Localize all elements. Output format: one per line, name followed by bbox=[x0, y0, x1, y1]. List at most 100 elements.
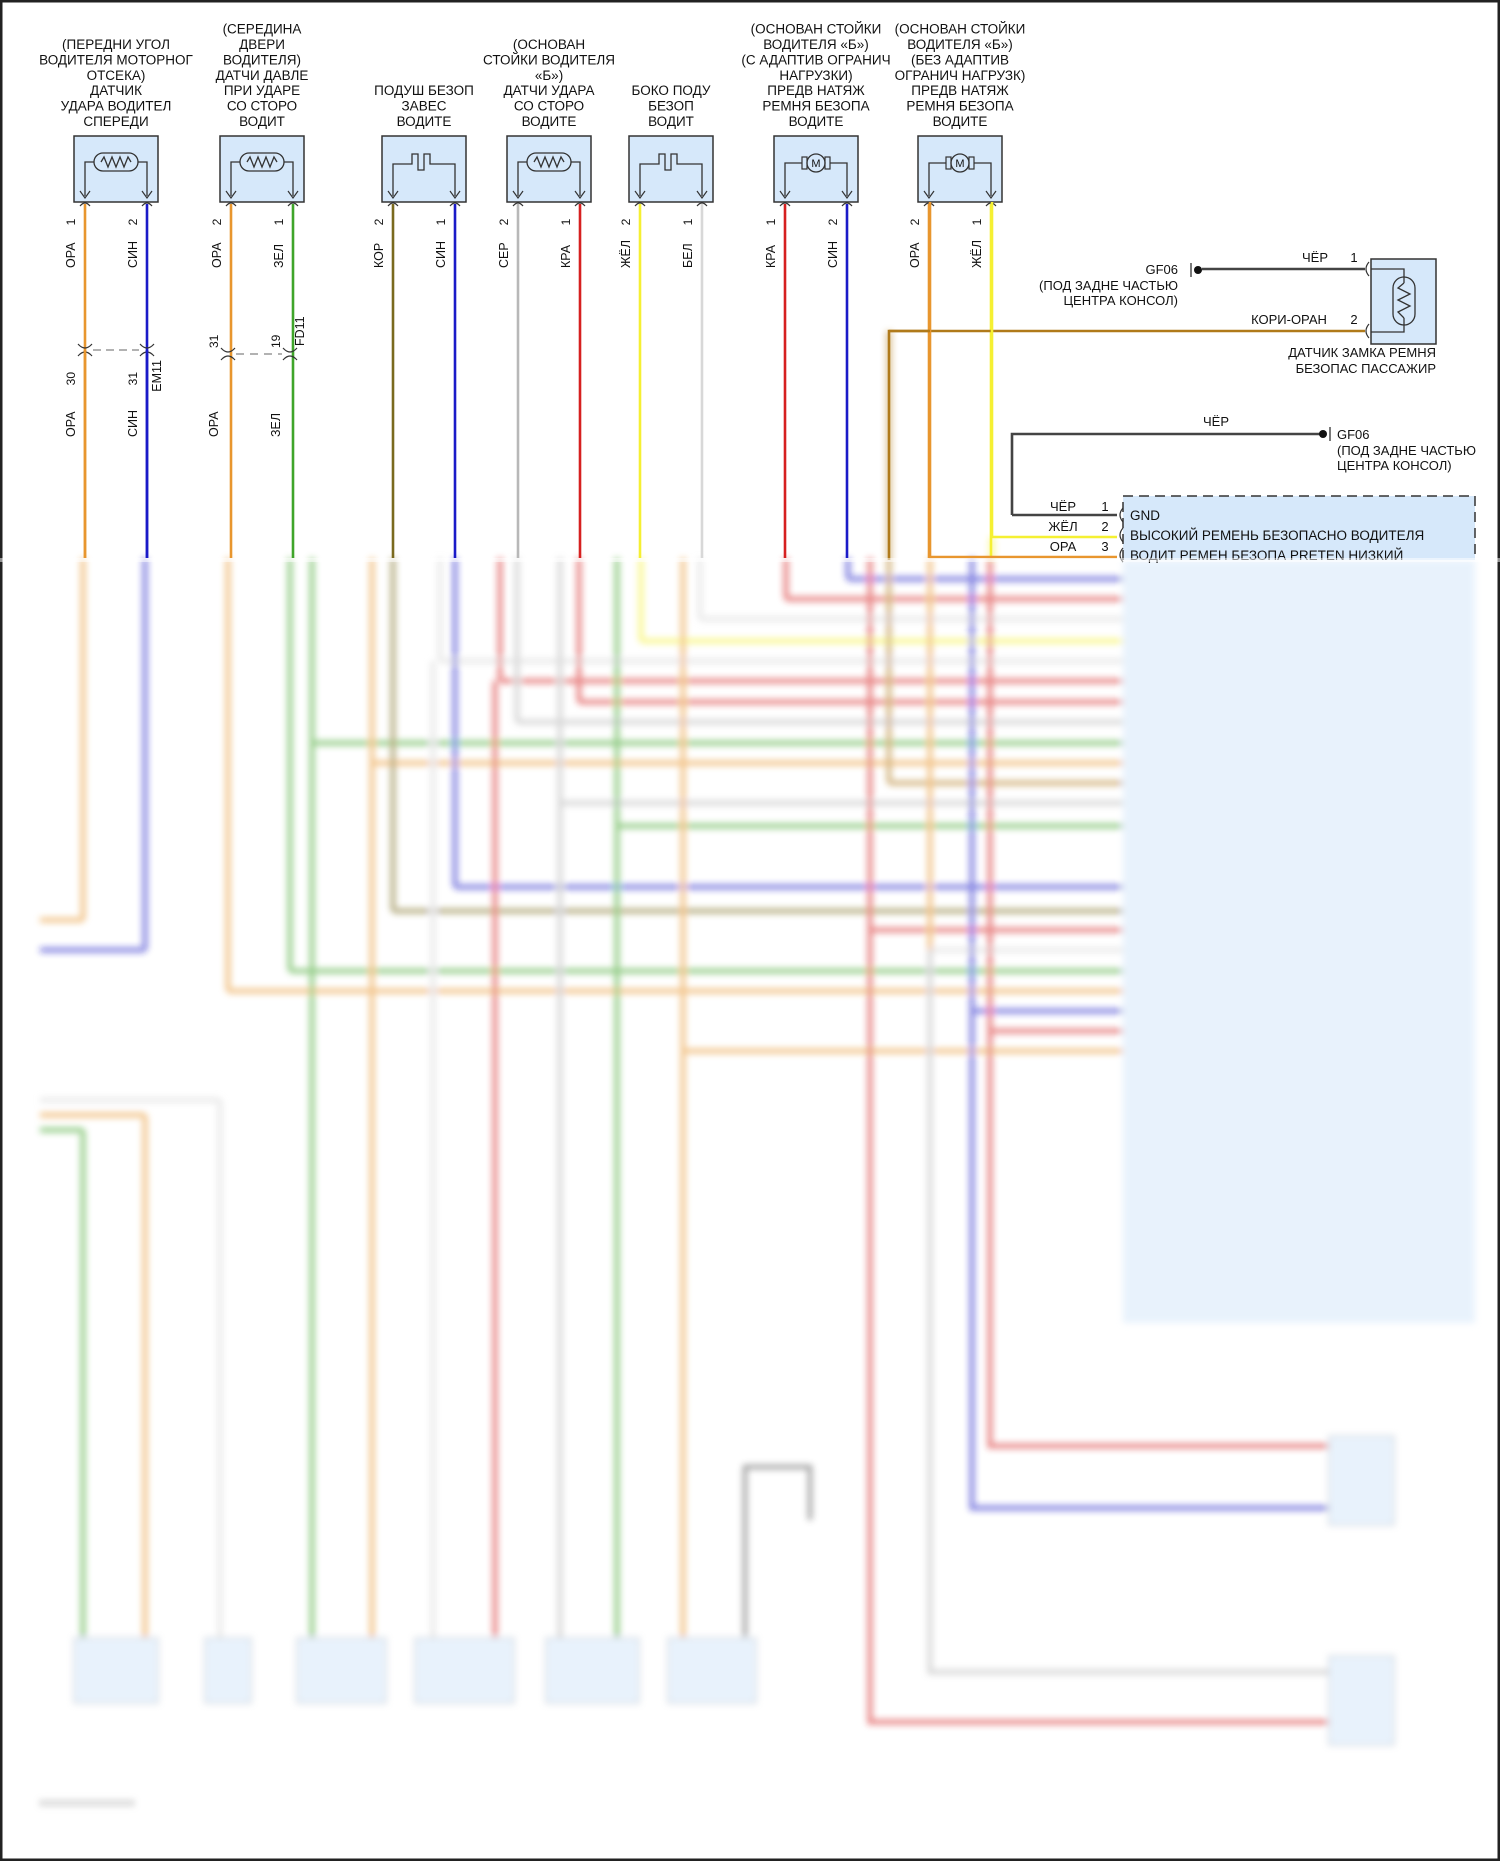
resistor-icon bbox=[225, 152, 299, 200]
pin-number: 31 bbox=[207, 334, 221, 348]
wire-color-label: СИН bbox=[434, 241, 448, 268]
connector-pin-icon bbox=[449, 202, 461, 207]
ground-icon bbox=[1194, 266, 1202, 274]
footer-blurred bbox=[40, 1800, 44, 1806]
wire-blurred bbox=[743, 1465, 812, 1640]
wire-color-label: КОР bbox=[372, 243, 386, 268]
resistor-icon bbox=[512, 152, 586, 200]
connector-pin-icon bbox=[1119, 527, 1124, 543]
wire-color-label: ЖЁЛ bbox=[1048, 519, 1077, 534]
arrow-icon bbox=[779, 190, 791, 200]
pin-number: 3 bbox=[1101, 539, 1108, 554]
component-title-line: ВОДИТЕЛЯ «Б») bbox=[907, 37, 1013, 52]
motor-letter: M bbox=[811, 158, 820, 170]
pin-number: 30 bbox=[64, 372, 78, 386]
footer-blurred bbox=[118, 1800, 122, 1806]
connector-pin-icon bbox=[141, 202, 153, 207]
footer-blurred bbox=[64, 1800, 68, 1806]
lead bbox=[830, 162, 848, 196]
pin-number: 1 bbox=[970, 218, 984, 225]
component-title-line: (ОСНОВАН СТОЙКИ bbox=[751, 22, 882, 37]
pin-number: 1 bbox=[1350, 250, 1357, 265]
component-box bbox=[506, 135, 592, 203]
footer-blurred bbox=[58, 1800, 62, 1806]
ground-location: ЦЕНТРА КОНСОЛ) bbox=[1063, 293, 1178, 308]
arrow-icon bbox=[985, 190, 997, 200]
arrow-icon bbox=[225, 190, 237, 200]
wire-color-label: ЖЁЛ bbox=[970, 240, 984, 268]
connector-pin-icon bbox=[79, 202, 91, 207]
component-title-line: ОТСЕКА) bbox=[87, 68, 146, 83]
component-title-line: ВОДИТЕ bbox=[522, 114, 577, 129]
component-title-line: ПРИ УДАРЕ bbox=[224, 83, 300, 98]
connector-pin-icon bbox=[220, 347, 236, 361]
wire-color-label: ОРА bbox=[210, 242, 224, 268]
connector-pin-icon bbox=[696, 202, 708, 207]
pin-number: 2 bbox=[126, 218, 140, 225]
squib-lead bbox=[639, 153, 703, 196]
wire-color-label: СЕР bbox=[497, 242, 511, 268]
component-title-line: ДАТЧИ УДАРА bbox=[503, 83, 594, 98]
lead bbox=[230, 161, 240, 196]
connector-id: FD11 bbox=[293, 316, 307, 346]
motor-icon: M bbox=[779, 153, 853, 200]
wire-color-label: СИН bbox=[826, 241, 840, 268]
wire-blurred bbox=[987, 1031, 1329, 1449]
component-box bbox=[219, 135, 305, 203]
pin-number: 2 bbox=[372, 218, 386, 225]
control-module-body-blurred bbox=[1123, 560, 1475, 1323]
footer-blurred bbox=[70, 1800, 74, 1806]
component-title-line: ПРЕДВ НАТЯЖ bbox=[767, 83, 865, 98]
component-blurred bbox=[296, 1637, 387, 1704]
pin-number: 19 bbox=[269, 334, 283, 348]
ground-label: GF06 bbox=[1145, 262, 1178, 277]
resistor-zigzag bbox=[100, 155, 132, 169]
component-box bbox=[73, 135, 159, 203]
arrow-icon bbox=[79, 190, 91, 200]
connector-pin-icon bbox=[225, 202, 237, 207]
wire-color-label: ЗЕЛ bbox=[269, 413, 283, 437]
wire-color-label: ОРА bbox=[64, 242, 78, 268]
component-title-line: СО СТОРО bbox=[227, 99, 297, 114]
footer-blurred bbox=[100, 1800, 104, 1806]
component-title-line: ОГРАНИЧ НАГРУЗК) bbox=[895, 68, 1026, 83]
resistor-icon bbox=[79, 152, 153, 200]
wire-color-label: ЧЁР bbox=[1050, 499, 1076, 514]
connector-pin-icon bbox=[1365, 323, 1370, 339]
inline-connector-FD11: 31 ОРА 19 ЗЕЛ FD11 bbox=[207, 316, 307, 437]
wire-ОРА bbox=[928, 202, 1117, 559]
component-blurred bbox=[73, 1637, 159, 1704]
lead bbox=[571, 161, 581, 196]
wire-ЖЁЛ bbox=[990, 202, 1117, 539]
component-title-line: (ПЕРЕДНИ УГОЛ bbox=[62, 37, 170, 52]
ground-location: ЦЕНТРА КОНСОЛ) bbox=[1337, 458, 1452, 473]
component-blurred bbox=[545, 1637, 640, 1704]
component-title-line: ЗАВЕС bbox=[402, 99, 447, 114]
connector-pin-icon bbox=[287, 202, 299, 207]
footer-blurred bbox=[88, 1800, 92, 1806]
ground-icon bbox=[1319, 430, 1327, 438]
arrow-icon bbox=[574, 190, 586, 200]
inline-connector-EM11: 30 ОРА 31 СИН EM11 bbox=[64, 343, 164, 437]
connector-pin-icon bbox=[282, 347, 298, 361]
connector-id: EM11 bbox=[150, 360, 164, 392]
pin-number: 2 bbox=[1350, 312, 1357, 327]
component-title-line: НАГРУЗКИ) bbox=[779, 68, 852, 83]
arrow-icon bbox=[449, 190, 461, 200]
pin-number: 1 bbox=[764, 218, 778, 225]
component-blurred bbox=[414, 1637, 515, 1704]
component-title-line: (С АДАПТИВ ОГРАНИЧ bbox=[741, 52, 890, 67]
component-blurred bbox=[667, 1637, 757, 1704]
blurred-section bbox=[40, 331, 1475, 1806]
ground-label: GF06 bbox=[1337, 427, 1370, 442]
arrow-icon bbox=[696, 190, 708, 200]
wire-color-label: ЧЁР bbox=[1302, 250, 1328, 265]
connector-pin-icon bbox=[779, 202, 791, 207]
component-title-line: ВОДИТЕЛЯ «Б») bbox=[763, 37, 869, 52]
